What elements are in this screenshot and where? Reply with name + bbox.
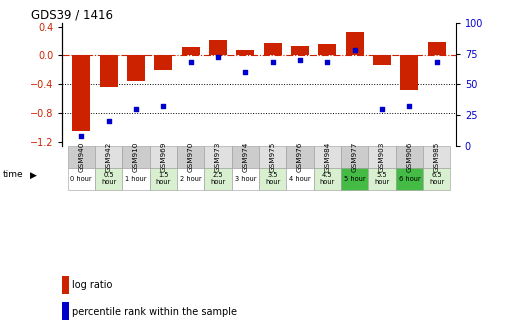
Text: 4.5
hour: 4.5 hour bbox=[320, 172, 335, 185]
Bar bbox=[204, 146, 232, 168]
Bar bbox=[62, 302, 69, 320]
Point bbox=[405, 104, 413, 109]
Bar bbox=[314, 146, 341, 168]
Text: 6 hour: 6 hour bbox=[398, 176, 420, 182]
Point bbox=[132, 106, 140, 112]
Bar bbox=[396, 168, 423, 190]
Bar bbox=[400, 55, 418, 90]
Point bbox=[268, 60, 277, 65]
Bar bbox=[73, 55, 90, 131]
Bar bbox=[314, 168, 341, 190]
Bar bbox=[100, 55, 118, 87]
Bar bbox=[209, 40, 227, 55]
Bar bbox=[341, 168, 368, 190]
Text: 5 hour: 5 hour bbox=[344, 176, 366, 182]
Bar bbox=[259, 168, 286, 190]
Text: GSM906: GSM906 bbox=[406, 142, 412, 172]
Text: GDS39 / 1416: GDS39 / 1416 bbox=[31, 9, 113, 22]
Text: GSM942: GSM942 bbox=[106, 142, 112, 172]
Point bbox=[214, 55, 222, 60]
Bar bbox=[182, 47, 199, 55]
Point bbox=[296, 57, 304, 62]
Bar bbox=[204, 168, 232, 190]
Text: ▶: ▶ bbox=[30, 170, 37, 180]
Point bbox=[378, 106, 386, 112]
Text: GSM976: GSM976 bbox=[297, 142, 303, 172]
Point bbox=[433, 60, 441, 65]
Bar bbox=[396, 146, 423, 168]
Text: GSM910: GSM910 bbox=[133, 142, 139, 172]
Bar bbox=[368, 168, 396, 190]
Bar bbox=[177, 168, 204, 190]
Text: percentile rank within the sample: percentile rank within the sample bbox=[72, 307, 237, 317]
Text: 2.5
hour: 2.5 hour bbox=[210, 172, 226, 185]
Text: 3.5
hour: 3.5 hour bbox=[265, 172, 280, 185]
Text: 0 hour: 0 hour bbox=[70, 176, 92, 182]
Text: 5.5
hour: 5.5 hour bbox=[375, 172, 390, 185]
Bar bbox=[264, 43, 282, 55]
Bar bbox=[236, 50, 254, 55]
Bar bbox=[122, 168, 150, 190]
Text: GSM977: GSM977 bbox=[352, 142, 358, 172]
Text: GSM970: GSM970 bbox=[188, 142, 194, 172]
Bar bbox=[373, 55, 391, 65]
Bar bbox=[423, 168, 450, 190]
Text: 6.5
hour: 6.5 hour bbox=[429, 172, 444, 185]
Bar bbox=[68, 168, 95, 190]
Text: log ratio: log ratio bbox=[72, 281, 112, 290]
Text: GSM973: GSM973 bbox=[215, 142, 221, 172]
Bar bbox=[428, 43, 445, 55]
Bar bbox=[286, 168, 314, 190]
Bar bbox=[122, 146, 150, 168]
Bar bbox=[291, 46, 309, 55]
Bar bbox=[286, 146, 314, 168]
Bar bbox=[319, 44, 336, 55]
Text: 2 hour: 2 hour bbox=[180, 176, 202, 182]
Bar bbox=[346, 32, 364, 55]
Text: 1 hour: 1 hour bbox=[125, 176, 147, 182]
Bar bbox=[150, 168, 177, 190]
Text: 3 hour: 3 hour bbox=[235, 176, 256, 182]
Bar bbox=[177, 146, 204, 168]
Bar bbox=[95, 146, 122, 168]
Point bbox=[241, 69, 250, 75]
Point bbox=[186, 60, 195, 65]
Bar bbox=[68, 146, 95, 168]
Bar bbox=[150, 146, 177, 168]
Text: GSM985: GSM985 bbox=[434, 142, 440, 172]
Point bbox=[77, 133, 85, 139]
Point bbox=[105, 119, 113, 124]
Text: GSM940: GSM940 bbox=[78, 142, 84, 172]
Text: GSM903: GSM903 bbox=[379, 142, 385, 172]
Bar bbox=[341, 146, 368, 168]
Text: GSM974: GSM974 bbox=[242, 142, 248, 172]
Text: time: time bbox=[3, 170, 23, 180]
Bar bbox=[127, 55, 145, 81]
Bar bbox=[368, 146, 396, 168]
Text: GSM975: GSM975 bbox=[270, 142, 276, 172]
Bar bbox=[154, 55, 172, 70]
Text: 4 hour: 4 hour bbox=[289, 176, 311, 182]
Text: GSM984: GSM984 bbox=[324, 142, 330, 172]
Point bbox=[159, 104, 167, 109]
Bar bbox=[259, 146, 286, 168]
Bar bbox=[232, 146, 259, 168]
Text: GSM969: GSM969 bbox=[160, 142, 166, 172]
Text: 1.5
hour: 1.5 hour bbox=[156, 172, 171, 185]
Bar bbox=[95, 168, 122, 190]
Bar bbox=[232, 168, 259, 190]
Text: 0.5
hour: 0.5 hour bbox=[101, 172, 116, 185]
Bar bbox=[423, 146, 450, 168]
Bar bbox=[62, 276, 69, 294]
Point bbox=[351, 47, 359, 53]
Point bbox=[323, 60, 332, 65]
